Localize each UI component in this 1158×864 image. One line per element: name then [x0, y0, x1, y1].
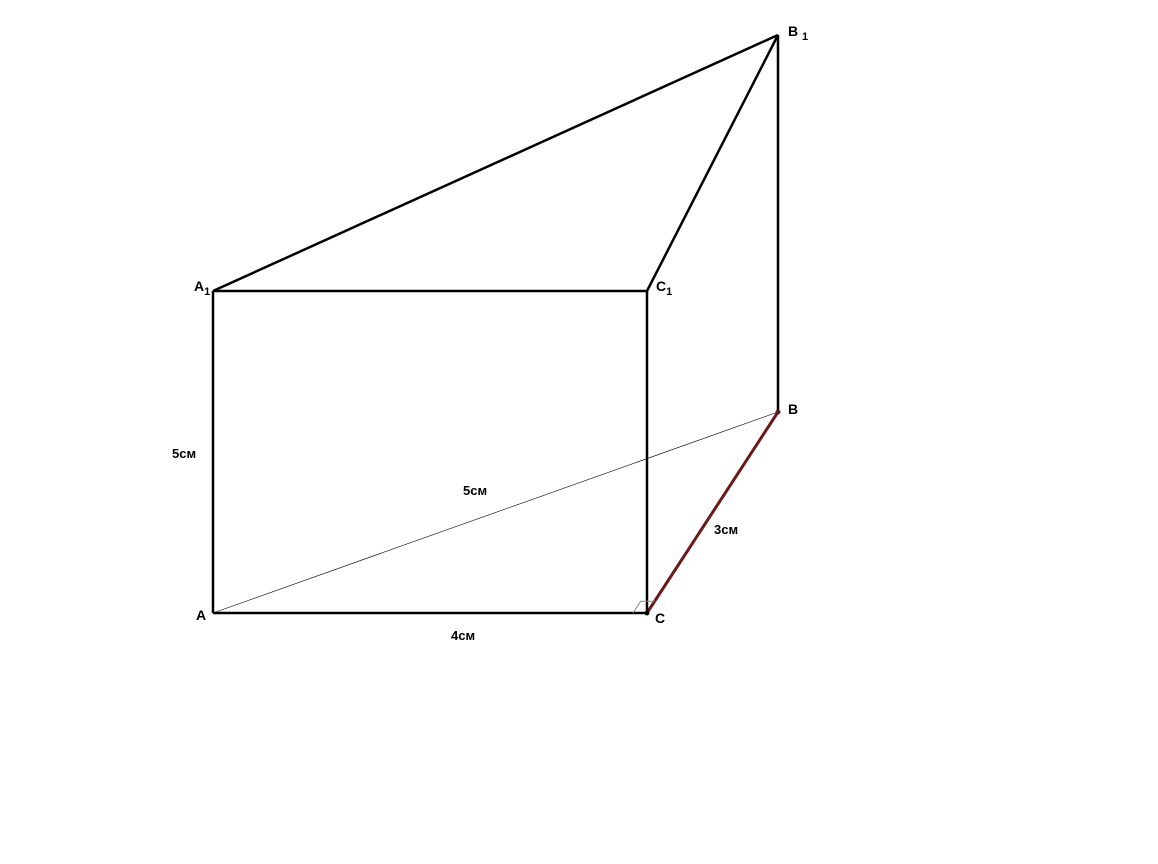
prism-diagram [0, 0, 1158, 864]
edge-A-B [213, 412, 778, 613]
vertex-dot-C [645, 611, 650, 616]
edge-C-B [647, 412, 778, 613]
label-B1: B 1 [788, 23, 808, 43]
label-A1: A1 [194, 278, 210, 298]
label-A1-text: A [194, 278, 204, 294]
measurement-AC: 4см [451, 628, 475, 643]
label-B1-text: B [788, 23, 798, 39]
edge-C1-B1 [647, 35, 778, 291]
label-C1: C1 [656, 278, 672, 298]
label-B: B [788, 401, 798, 417]
label-C: C [655, 610, 665, 626]
label-A1-sub: 1 [204, 286, 210, 298]
measurement-AB: 5см [463, 483, 487, 498]
label-C1-text: C [656, 278, 666, 294]
label-B1-sub: 1 [802, 31, 808, 43]
label-A: A [196, 607, 206, 623]
edges-group [213, 35, 778, 613]
edge-A1-B1 [213, 35, 778, 291]
label-C1-sub: 1 [666, 286, 672, 298]
vertex-dot-B [776, 410, 781, 415]
measurement-CB: 3см [714, 522, 738, 537]
measurement-AA1: 5см [172, 446, 196, 461]
